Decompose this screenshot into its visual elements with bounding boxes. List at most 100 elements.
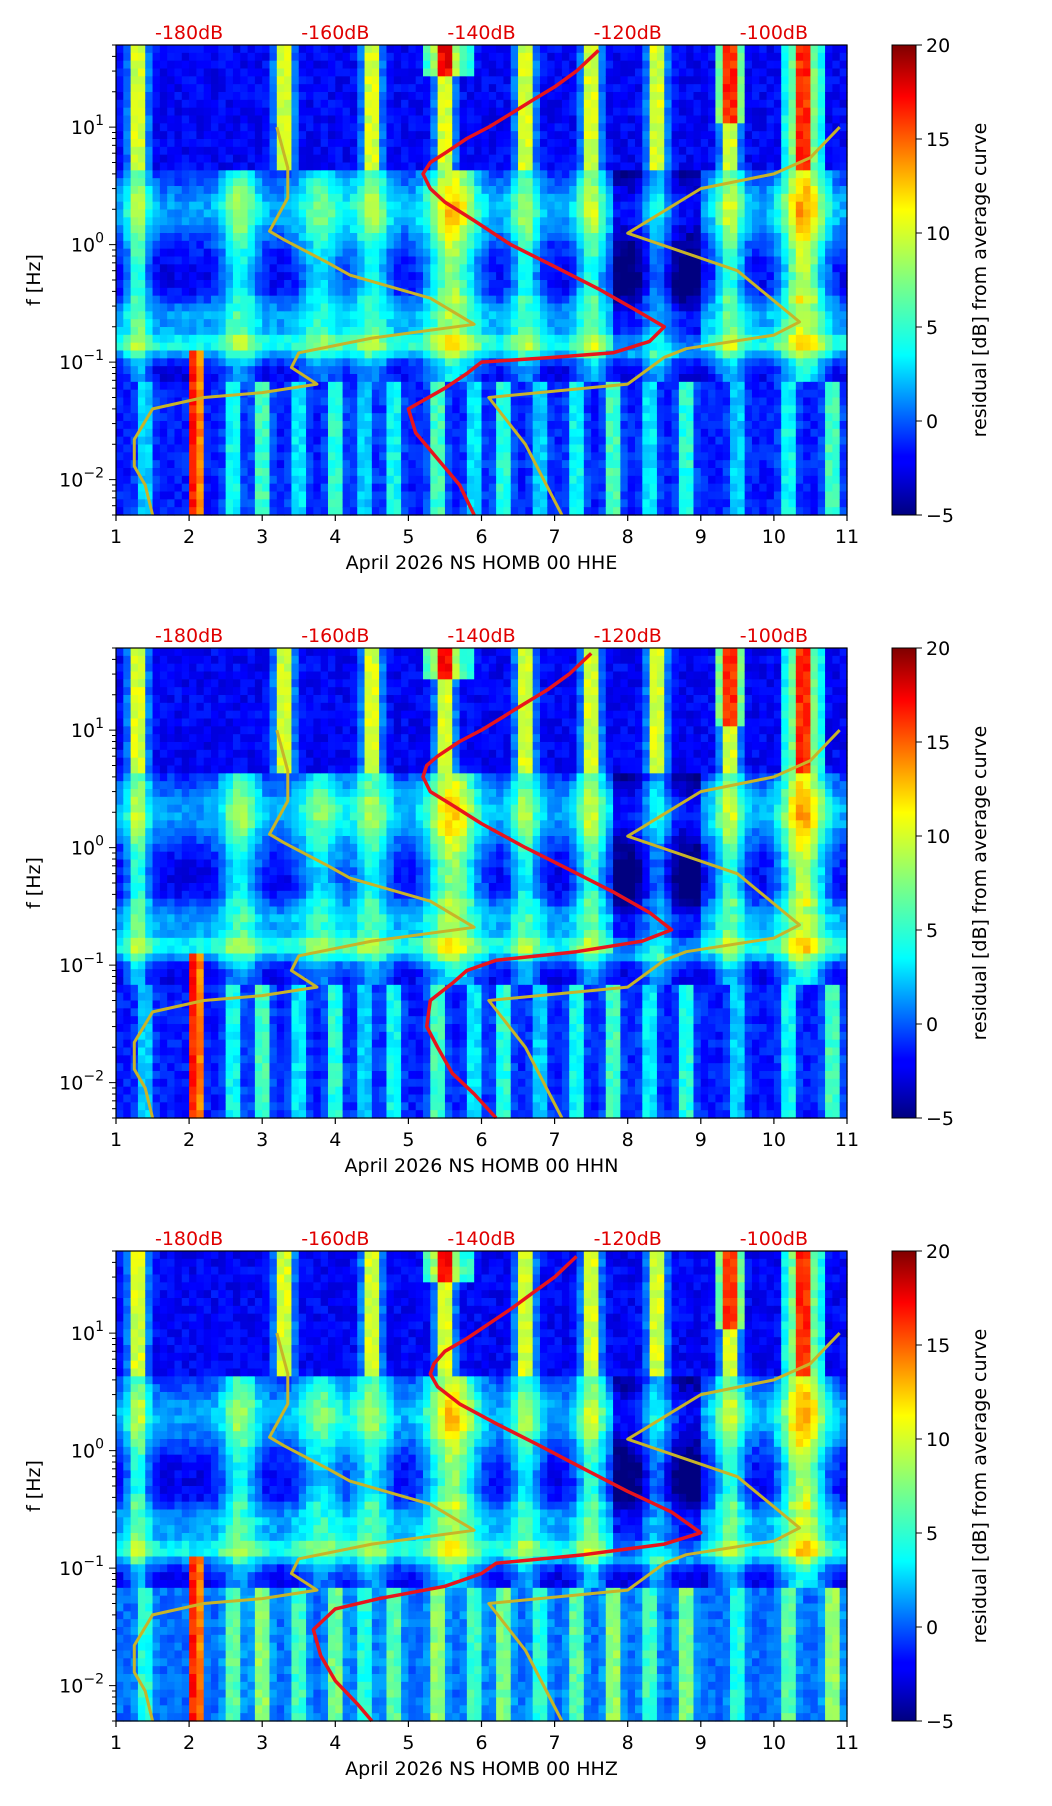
heatmap-cell — [459, 499, 468, 508]
heatmap-cell — [525, 452, 534, 461]
heatmap-cell — [466, 421, 475, 430]
heatmap-cell — [561, 193, 570, 203]
heatmap-cell — [452, 327, 461, 336]
heatmap-cell — [240, 45, 249, 54]
heatmap-cell — [123, 131, 132, 140]
heatmap-cell — [123, 295, 132, 305]
heatmap-cell — [423, 421, 431, 430]
heatmap-cell — [598, 186, 607, 195]
heatmap-cell — [137, 366, 146, 375]
heatmap-cell — [123, 397, 132, 406]
heatmap-cell — [459, 60, 468, 70]
heatmap-cell — [364, 499, 373, 508]
heatmap-cell — [686, 311, 695, 320]
heatmap-cell — [181, 154, 190, 164]
heatmap-cell — [335, 303, 344, 312]
heatmap-cell — [693, 45, 702, 54]
heatmap-cell — [232, 99, 241, 109]
heatmap-cell — [561, 154, 570, 164]
heatmap-cell — [664, 248, 673, 258]
heatmap-cell — [298, 240, 307, 250]
heatmap-cell — [262, 483, 271, 493]
heatmap-cell — [715, 99, 724, 109]
heatmap-cell — [598, 209, 607, 218]
heatmap-cell — [671, 170, 680, 179]
heatmap-cell — [671, 413, 680, 422]
heatmap-cell — [254, 193, 263, 203]
heatmap-cell — [554, 491, 563, 500]
heatmap-cell — [532, 217, 541, 226]
heatmap-cell — [678, 68, 687, 77]
heatmap-cell — [708, 123, 717, 132]
heatmap-cell — [613, 350, 621, 359]
heatmap-cell — [298, 146, 307, 156]
heatmap-cell — [605, 358, 614, 367]
heatmap-cell — [364, 413, 373, 422]
heatmap-cell — [196, 154, 205, 164]
heatmap-cell — [320, 381, 329, 391]
heatmap-cell — [430, 421, 439, 430]
heatmap-cell — [306, 287, 314, 297]
heatmap-cell — [561, 374, 570, 383]
heatmap-cell — [613, 444, 621, 453]
heatmap-cell — [474, 264, 483, 273]
heatmap-cell — [284, 491, 293, 500]
heatmap-cell — [313, 68, 322, 77]
heatmap-cell — [569, 92, 578, 101]
heatmap-cell — [627, 397, 636, 406]
heatmap-cell — [466, 217, 475, 226]
heatmap-cell — [620, 256, 629, 265]
heatmap-cell — [364, 475, 373, 485]
heatmap-cell — [247, 178, 256, 187]
heatmap-cell — [159, 507, 168, 516]
heatmap-cell — [123, 264, 132, 273]
heatmap-cell — [408, 131, 417, 140]
heatmap-cell — [547, 311, 556, 320]
heatmap-cell — [678, 240, 687, 250]
heatmap-cell — [379, 52, 388, 62]
heatmap-cell — [247, 334, 256, 344]
heatmap-cell — [481, 99, 490, 109]
heatmap-cell — [379, 131, 388, 140]
heatmap-cell — [561, 327, 570, 336]
heatmap-cell — [203, 374, 212, 383]
heatmap-cell — [386, 507, 395, 516]
heatmap-cell — [298, 366, 307, 375]
heatmap-cell — [620, 389, 629, 399]
heatmap-cell — [232, 272, 241, 281]
heatmap-cell — [306, 327, 314, 336]
heatmap-cell — [591, 240, 600, 250]
heatmap-cell — [576, 389, 585, 399]
heatmap-cell — [269, 397, 278, 406]
heatmap-cell — [561, 468, 570, 477]
heatmap-cell — [137, 131, 146, 140]
heatmap-cell — [349, 436, 358, 446]
heatmap-cell — [284, 115, 293, 124]
heatmap-cell — [203, 413, 212, 422]
heatmap-cell — [203, 491, 212, 500]
heatmap-cell — [189, 186, 198, 195]
heatmap-cell — [627, 460, 636, 469]
heatmap-cell — [591, 76, 600, 85]
heatmap-cell — [306, 170, 314, 179]
heatmap-cell — [488, 460, 497, 469]
heatmap-cell — [708, 217, 717, 226]
heatmap-cell — [262, 248, 271, 258]
heatmap-cell — [349, 248, 358, 258]
heatmap-cell — [218, 131, 227, 140]
heatmap-cell — [189, 76, 198, 85]
heatmap-cell — [488, 452, 497, 461]
heatmap-cell — [357, 193, 366, 203]
heatmap-cell — [525, 358, 534, 367]
heatmap-cell — [561, 287, 570, 297]
heatmap-cell — [393, 139, 402, 148]
heatmap-cell — [503, 256, 512, 265]
heatmap-cell — [722, 107, 731, 117]
heatmap-cell — [269, 381, 278, 391]
heatmap-cell — [130, 358, 139, 367]
heatmap-cell — [189, 436, 198, 446]
heatmap-cell — [174, 444, 183, 453]
heatmap-cell — [349, 99, 358, 109]
heatmap-cell — [569, 115, 578, 124]
heatmap-cell — [196, 374, 205, 383]
